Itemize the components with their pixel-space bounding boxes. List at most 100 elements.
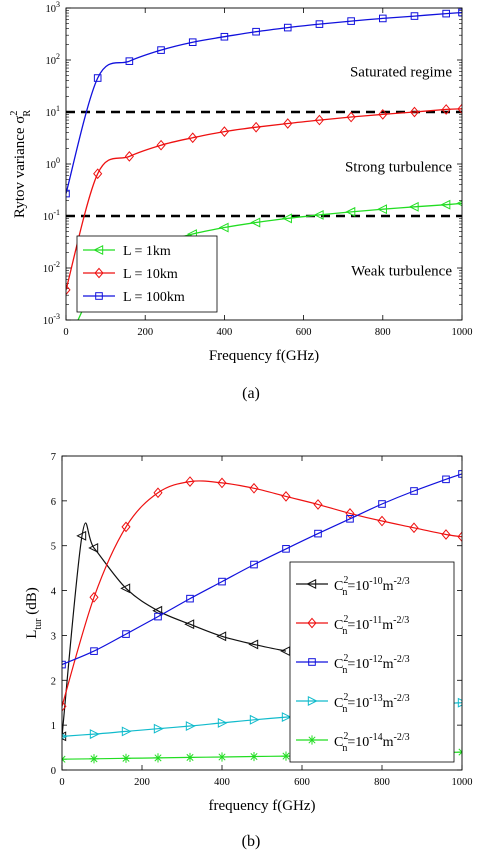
label-part: =10 (347, 696, 369, 711)
label-part: -13 (369, 693, 382, 704)
data-point (408, 201, 419, 212)
label-part: C (334, 618, 343, 633)
data-point (93, 168, 103, 180)
legend-marker (93, 245, 104, 255)
label-part: Rytov variance σ (12, 116, 28, 218)
data-point (121, 753, 131, 763)
legend-label: C2 n=10-11m-2/3 (334, 614, 409, 637)
data-point (313, 209, 324, 220)
label-part: -2/3 (393, 693, 409, 704)
data-point (250, 217, 261, 228)
x-tick-label: 800 (374, 777, 390, 788)
data-point (252, 27, 260, 36)
x-tick-label: 800 (375, 327, 391, 338)
y-axis-label: Rytov variance σ2 R (9, 110, 33, 218)
label-part: -14 (369, 732, 382, 743)
data-point (282, 545, 290, 553)
data-point (283, 23, 292, 32)
label-part: 2 (343, 653, 348, 664)
data-point (282, 213, 292, 224)
label-part: -2/3 (393, 576, 409, 587)
label-part: -2/3 (393, 732, 409, 743)
panel-label: (b) (242, 833, 261, 850)
data-point (121, 726, 132, 737)
legend-label: L = 100km (123, 290, 185, 305)
x-tick-label: 0 (59, 777, 64, 788)
data-point (346, 515, 354, 523)
y-tick-label: 6 (51, 497, 56, 508)
legend-marker (307, 735, 317, 745)
data-point (188, 132, 198, 144)
data-point (76, 530, 87, 541)
y-axis-label: Ltur (dB) (24, 587, 44, 639)
label-part: 2 (343, 575, 348, 586)
data-point (93, 74, 102, 82)
data-point (216, 631, 227, 642)
x-axis-label: frequency f(GHz) (208, 798, 315, 814)
series-3 (66, 8, 462, 198)
x-tick-label: 200 (134, 777, 150, 788)
label-part: =10 (347, 618, 369, 633)
plot-frame (61, 455, 463, 771)
legend-marker (95, 292, 103, 300)
data-point (88, 543, 99, 553)
label-part: tur (33, 618, 44, 630)
data-point (346, 111, 356, 123)
data-point (62, 733, 68, 740)
label-part: -12 (369, 654, 382, 665)
annotation: Weak turbulence (351, 263, 452, 279)
label-part: 10 (46, 4, 57, 15)
series-line (62, 480, 462, 707)
x-tick-label: 400 (217, 327, 233, 338)
data-point (153, 487, 163, 499)
label-part: -1 (53, 208, 60, 217)
x-tick-label: 600 (294, 777, 310, 788)
data-point (66, 284, 71, 296)
label-part: -2/3 (393, 654, 409, 665)
data-point (249, 751, 259, 762)
x-tick-label: 1000 (452, 777, 473, 788)
data-point (217, 717, 228, 728)
y-tick-label: 0 (51, 766, 56, 777)
y-tick-label: 100 (46, 156, 61, 171)
label-part: C (334, 579, 343, 594)
data-point (153, 723, 164, 734)
label-part: -3 (53, 312, 60, 321)
data-point (185, 752, 195, 763)
data-point (442, 475, 450, 484)
label-part: 2 (343, 731, 348, 742)
label-part: 10 (46, 56, 57, 67)
data-point (121, 521, 131, 533)
series-3 (62, 470, 462, 669)
label-part: m (383, 579, 394, 594)
data-point (154, 612, 162, 621)
label-part: 3 (56, 0, 60, 9)
data-point (409, 106, 420, 118)
label-part: -2/3 (393, 615, 409, 626)
plot-frame (65, 7, 463, 321)
legend-label: C2 n=10-14m-2/3 (334, 731, 410, 754)
panel-label: (a) (242, 385, 260, 402)
legend-label: C2 n=10-12m-2/3 (334, 653, 410, 676)
data-point (378, 500, 386, 508)
y-tick-label: 1 (51, 721, 56, 732)
label-part: 10 (46, 160, 57, 171)
data-point (61, 343, 69, 351)
y-tick-label: 10-2 (43, 260, 60, 275)
data-point (251, 121, 261, 133)
x-tick-label: 400 (214, 777, 230, 788)
label-part: 2 (343, 692, 348, 703)
y-tick-label: 103 (46, 0, 61, 15)
legend-label: L = 1km (123, 244, 171, 259)
data-point (281, 712, 292, 723)
data-point (457, 697, 462, 708)
series-2 (62, 476, 462, 712)
y-tick-label: 102 (46, 52, 61, 67)
data-point (378, 109, 388, 120)
label-part: m (383, 657, 394, 672)
y-tick-label: 10-1 (43, 208, 60, 223)
label-part: m (383, 696, 394, 711)
data-point (219, 126, 229, 137)
